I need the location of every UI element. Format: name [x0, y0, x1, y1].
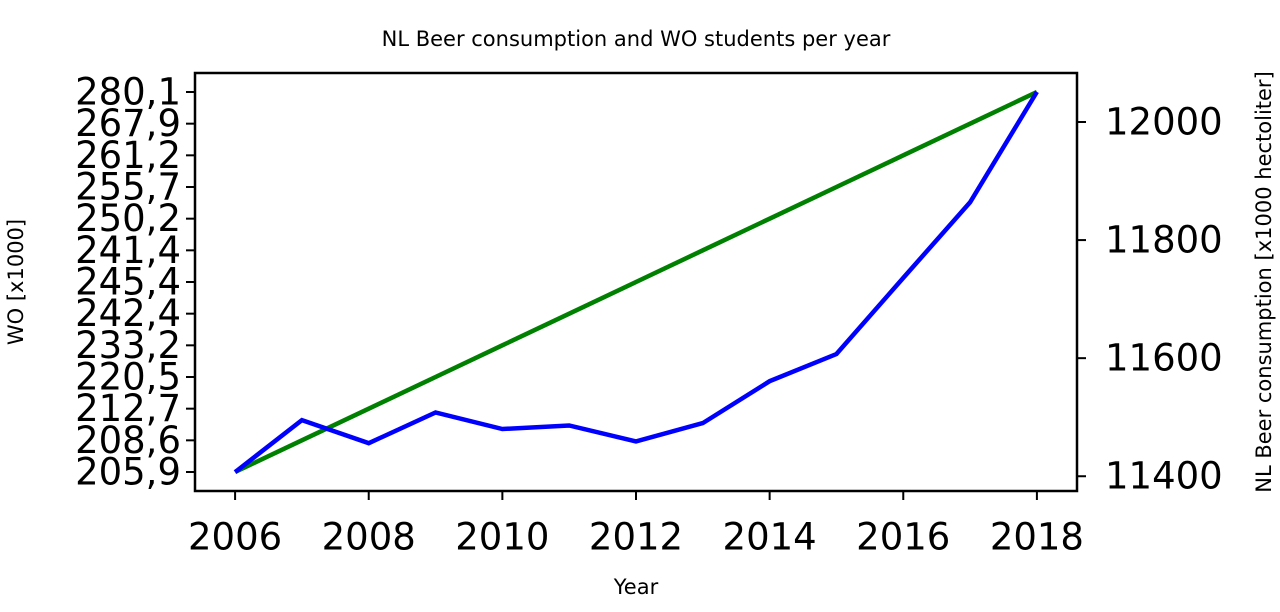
y2-axis-label: NL Beer consumption [x1000 hectoliter]: [1252, 71, 1276, 493]
x-tick-label: 2014: [723, 516, 817, 559]
x-tick-label: 2008: [322, 516, 416, 559]
x-axis-label: Year: [613, 575, 659, 599]
y2-tick-label: 11400: [1105, 455, 1223, 498]
y-tick-label: 280,1: [75, 71, 181, 114]
line-series: [233, 90, 1039, 474]
x-tick-label: 2016: [856, 516, 950, 559]
y-tick-label: 241,4: [75, 229, 181, 272]
y2-tick-label: 12000: [1105, 101, 1223, 144]
y-tick-label: 220,5: [75, 356, 181, 399]
chart-title: NL Beer consumption and WO students per …: [382, 27, 891, 51]
y2-tick-label: 11800: [1105, 219, 1223, 262]
y-axis-label: WO [x1000]: [4, 219, 28, 345]
y-tick-label: 212,7: [75, 387, 181, 430]
y-tick-label: 250,2: [75, 197, 181, 240]
x-tick-label: 2018: [990, 516, 1084, 559]
y-tick-label: 267,9: [75, 102, 181, 145]
y-tick-label: 255,7: [75, 166, 181, 209]
x-tick-label: 2006: [188, 516, 282, 559]
x-tick-label: 2010: [455, 516, 549, 559]
y2-tick-label: 11600: [1105, 337, 1223, 380]
y-tick-label: 233,2: [75, 324, 181, 367]
x-tick-label: 2012: [589, 516, 683, 559]
y-tick-label: 205,9: [75, 451, 181, 494]
y-tick-label: 242,4: [75, 292, 181, 335]
line-series: [234, 89, 1038, 475]
y-tick-label: 261,2: [75, 134, 181, 177]
y-tick-label: 245,4: [75, 261, 181, 304]
y-tick-label: 208,6: [75, 419, 181, 462]
